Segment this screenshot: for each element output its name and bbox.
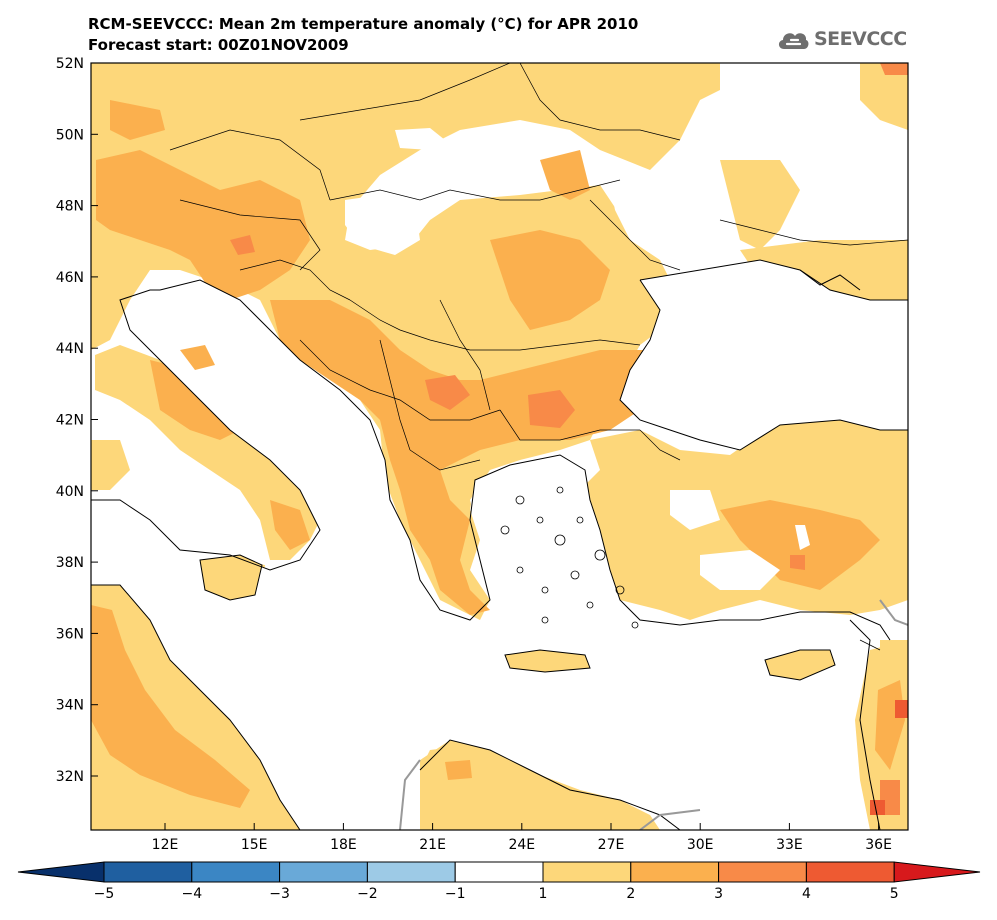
lat-tick-label: 52N xyxy=(56,56,84,72)
logo-text: SEEVCCC xyxy=(814,28,907,50)
lon-tick-label: 27E xyxy=(598,837,625,853)
lat-tick-label: 34N xyxy=(56,698,84,714)
title-line-2: Forecast start: 00Z01NOV2009 xyxy=(88,36,349,54)
map-plot-area xyxy=(91,63,908,830)
colorbar-label: 3 xyxy=(714,886,723,902)
colorbar-label: −5 xyxy=(94,886,115,902)
islands xyxy=(91,345,908,830)
colorbar-label: −3 xyxy=(269,886,290,902)
lon-tick-label: 15E xyxy=(241,837,268,853)
seevccc-logo: SEEVCCC xyxy=(776,22,907,56)
latitude-ticks: 52N 50N 48N 46N 44N 42N 40N 38N 36N 34N 32N xyxy=(56,56,98,785)
colorbar-bin xyxy=(191,861,281,883)
lat-tick-label: 36N xyxy=(56,626,84,642)
lat-tick-label: 32N xyxy=(56,769,84,785)
cloud-icon xyxy=(778,33,809,49)
colorbar: −5 −4 −3 −2 −1 1 2 3 4 5 xyxy=(17,861,981,902)
colorbar-bin xyxy=(542,861,632,883)
colorbar-label: 1 xyxy=(539,886,548,902)
country-borders xyxy=(169,63,908,651)
lon-tick-label: 30E xyxy=(687,837,714,853)
aegean-islands xyxy=(500,486,639,629)
colorbar-bin xyxy=(630,861,720,883)
sea-areas xyxy=(91,260,908,830)
colorbar-bin xyxy=(718,861,807,883)
lon-tick-label: 33E xyxy=(776,837,803,853)
lat-tick-label: 40N xyxy=(56,484,84,500)
lon-tick-label: 36E xyxy=(865,837,892,853)
colorbar-label: 2 xyxy=(626,886,635,902)
colorbar-bin xyxy=(454,861,544,883)
colorbar-bin xyxy=(279,861,368,883)
colorbar-bin xyxy=(103,861,193,883)
lon-tick-label: 24E xyxy=(508,837,535,853)
plot-frame xyxy=(90,62,909,831)
coastlines xyxy=(91,259,908,830)
colorbar-label: −2 xyxy=(357,886,378,902)
lon-tick-label: 12E xyxy=(152,837,179,853)
lat-tick-label: 38N xyxy=(56,555,84,571)
colorbar-low-extend xyxy=(17,861,105,883)
colorbar-high-extend xyxy=(893,861,981,883)
colorbar-label: −1 xyxy=(445,886,466,902)
colorbar-bin xyxy=(805,861,895,883)
disputed-borders xyxy=(399,599,908,830)
lat-tick-label: 42N xyxy=(56,413,84,429)
colorbar-bin xyxy=(366,861,456,883)
lat-tick-label: 48N xyxy=(56,199,84,215)
longitude-ticks: 12E 15E 18E 21E 24E 27E 30E 33E 36E xyxy=(152,823,892,853)
lon-tick-label: 21E xyxy=(419,837,446,853)
colorbar-label: 5 xyxy=(890,886,899,902)
lat-tick-label: 44N xyxy=(56,341,84,357)
map-title: RCM-SEEVCCC: Mean 2m temperature anomaly… xyxy=(88,14,638,56)
colorbar-label: 4 xyxy=(802,886,811,902)
colorbar-label: −4 xyxy=(181,886,202,902)
lat-tick-label: 46N xyxy=(56,270,84,286)
lon-tick-label: 18E xyxy=(330,837,357,853)
lat-tick-label: 50N xyxy=(56,127,84,143)
title-line-1: RCM-SEEVCCC: Mean 2m temperature anomaly… xyxy=(88,15,639,33)
